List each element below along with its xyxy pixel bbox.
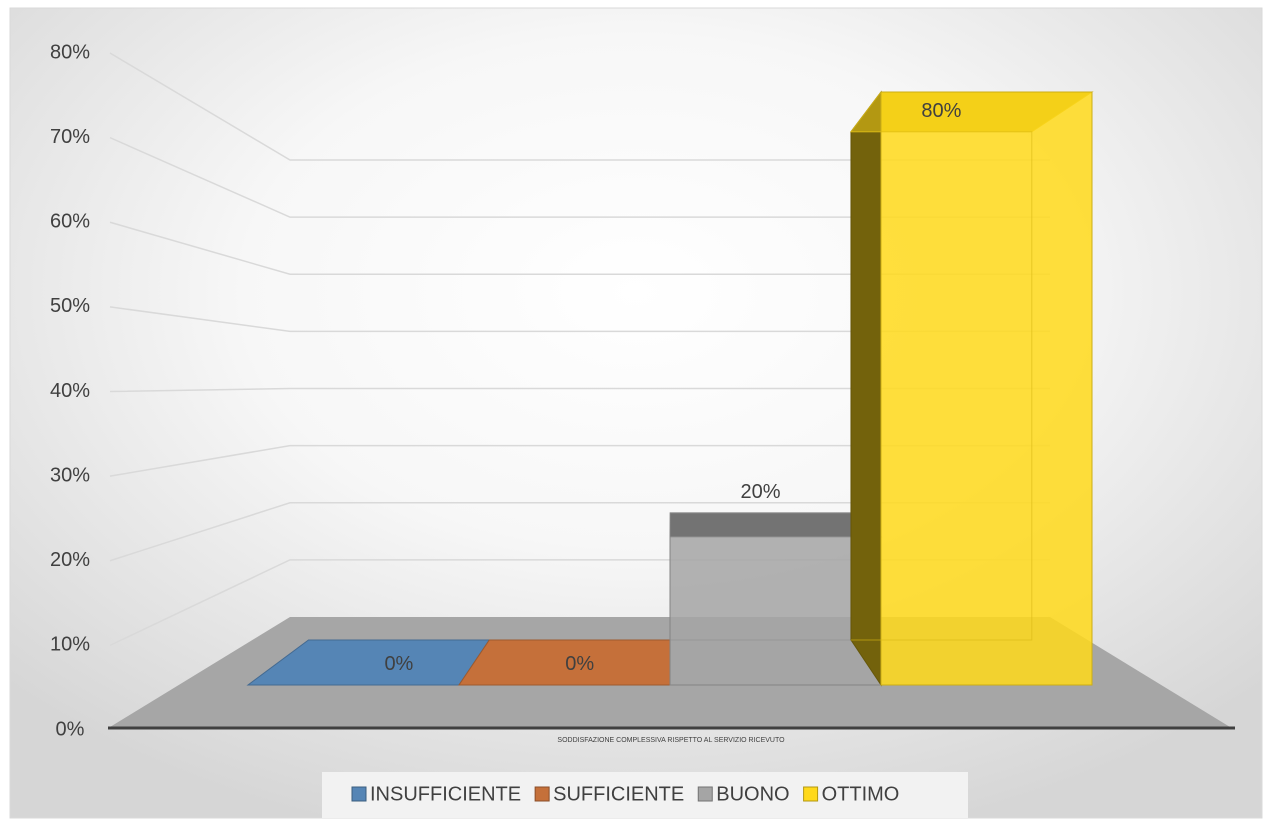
y-tick-label: 0% — [56, 718, 85, 740]
grid-line — [109, 221, 1050, 275]
y-tick-label: 70% — [50, 126, 90, 148]
y-tick-label: 30% — [50, 464, 90, 486]
grid-line — [109, 444, 1050, 477]
legend-label: BUONO — [716, 783, 789, 805]
legend-swatch — [803, 786, 819, 802]
bar — [669, 536, 882, 686]
data-label: 80% — [921, 100, 961, 122]
legend-label: INSUFFICIENTE — [370, 783, 521, 805]
bar-edge — [850, 131, 1033, 641]
grid-line — [109, 136, 1050, 218]
data-label: 20% — [741, 481, 781, 503]
y-tick-label: 60% — [50, 211, 90, 233]
y-tick-label: 40% — [50, 380, 90, 402]
bar-side — [850, 90, 882, 687]
y-tick-label: 80% — [50, 41, 90, 63]
grid-line — [109, 502, 1050, 562]
legend-swatch — [351, 786, 367, 802]
grid-line — [109, 387, 1050, 393]
category-label: SODDISFAZIONE COMPLESSIVA RISPETTO AL SE… — [557, 737, 785, 744]
bar — [880, 91, 1093, 686]
grid-line — [109, 52, 1050, 161]
data-label: 0% — [565, 653, 594, 675]
legend-box — [322, 772, 968, 818]
legend-swatch — [697, 786, 713, 802]
y-tick-label: 10% — [50, 634, 90, 656]
y-tick-label: 20% — [50, 549, 90, 571]
legend-label: SUFFICIENTE — [553, 783, 684, 805]
bar-top — [669, 512, 883, 538]
y-tick-label: 50% — [50, 295, 90, 317]
legend-label: OTTIMO — [822, 783, 900, 805]
grid-line — [109, 306, 1050, 333]
data-label: 0% — [384, 653, 413, 675]
legend-swatch — [534, 786, 550, 802]
